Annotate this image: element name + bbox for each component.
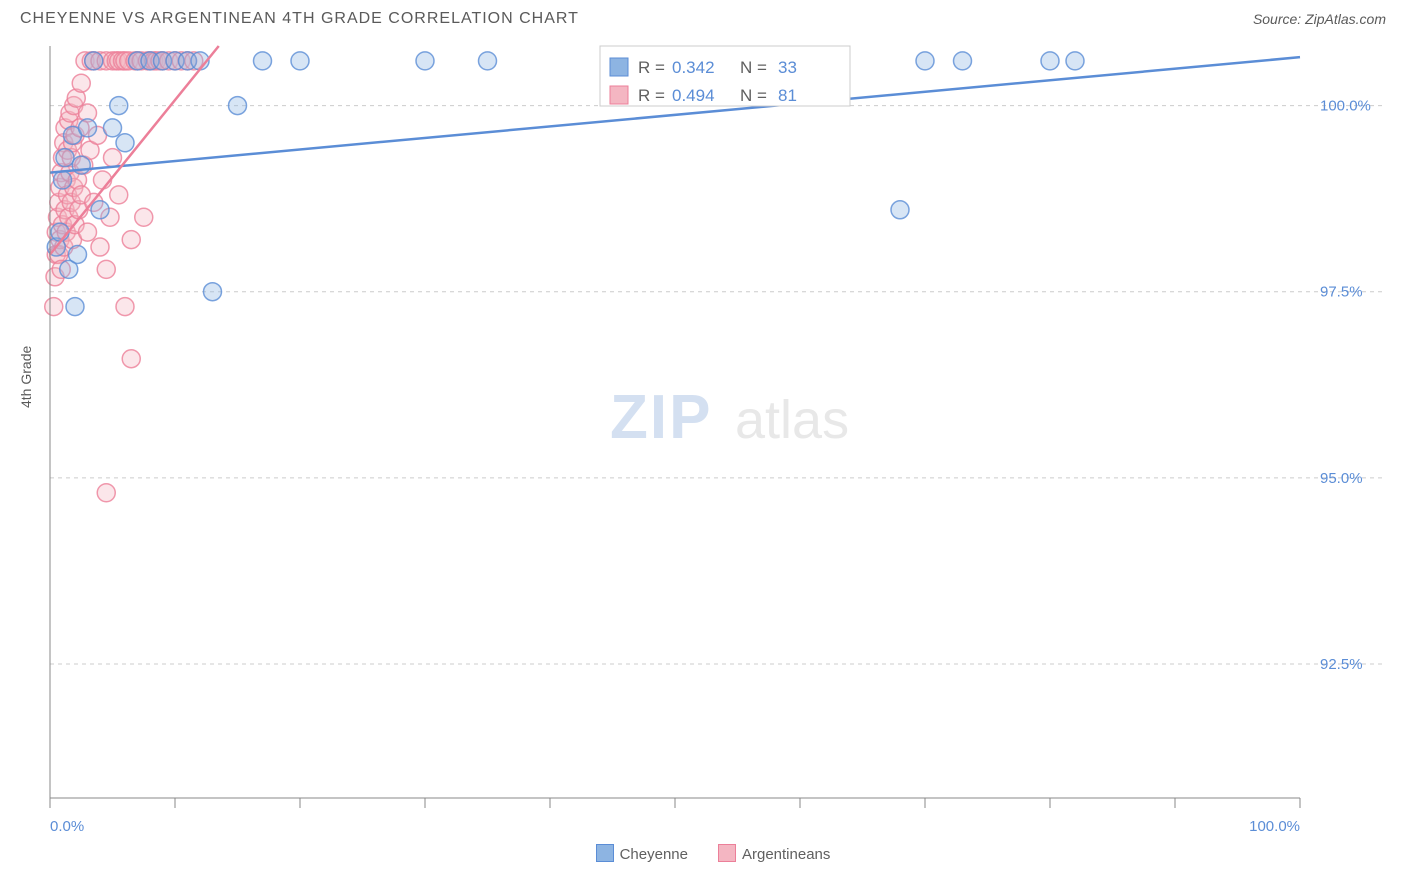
data-point [204, 283, 222, 301]
data-point [91, 201, 109, 219]
data-point [116, 134, 134, 152]
data-point [229, 97, 247, 115]
stats-swatch [610, 86, 628, 104]
data-point [479, 52, 497, 70]
y-tick-label: 95.0% [1320, 470, 1363, 487]
data-point [104, 119, 122, 137]
data-point [110, 97, 128, 115]
legend-swatch [596, 844, 614, 862]
data-point [66, 298, 84, 316]
stats-r-value: 0.342 [672, 58, 715, 77]
data-point [79, 223, 97, 241]
data-point [291, 52, 309, 70]
legend-item: Cheyenne [596, 844, 688, 863]
data-point [1066, 52, 1084, 70]
legend-item: Argentineans [718, 844, 830, 863]
data-point [69, 245, 87, 263]
data-point [91, 238, 109, 256]
watermark-zip: ZIP [610, 383, 712, 452]
header: CHEYENNE VS ARGENTINEAN 4TH GRADE CORREL… [0, 0, 1406, 38]
data-point [954, 52, 972, 70]
data-point [72, 74, 90, 92]
data-point [45, 298, 63, 316]
stats-n-value: 33 [778, 58, 797, 77]
chart-title: CHEYENNE VS ARGENTINEAN 4TH GRADE CORREL… [20, 10, 579, 28]
data-point [110, 186, 128, 204]
data-point [891, 201, 909, 219]
source-attribution: Source: ZipAtlas.com [1253, 11, 1386, 27]
watermark-atlas: atlas [735, 390, 849, 450]
stats-n-label: N = [740, 58, 767, 77]
chart-container: 4th Grade 92.5%95.0%97.5%100.0%ZIPatlasR… [40, 38, 1386, 863]
stats-swatch [610, 58, 628, 76]
data-point [104, 149, 122, 167]
data-point [54, 171, 72, 189]
data-point [916, 52, 934, 70]
data-point [1041, 52, 1059, 70]
stats-n-value: 81 [778, 86, 797, 105]
data-point [97, 484, 115, 502]
data-point [56, 149, 74, 167]
stats-r-label: R = [638, 58, 665, 77]
legend-label: Cheyenne [620, 846, 688, 863]
x-axis-max-label: 100.0% [1249, 818, 1300, 835]
data-point [122, 231, 140, 249]
y-tick-label: 97.5% [1320, 284, 1363, 301]
x-axis-end-labels: 0.0% 100.0% [50, 818, 1300, 842]
legend-label: Argentineans [742, 846, 830, 863]
data-point [416, 52, 434, 70]
stats-r-value: 0.494 [672, 86, 715, 105]
data-point [97, 260, 115, 278]
data-point [116, 298, 134, 316]
stats-r-label: R = [638, 86, 665, 105]
data-point [85, 52, 103, 70]
y-axis-label: 4th Grade [18, 346, 34, 408]
data-point [135, 208, 153, 226]
bottom-legend: Cheyenne Argentineans [40, 842, 1386, 863]
y-tick-label: 100.0% [1320, 98, 1371, 115]
correlation-scatter-chart: 92.5% 95.0% 97.5% 100.0% ZIP atlas R = 0.342 N =… [40, 38, 1386, 818]
stats-n-label: N = [740, 86, 767, 105]
y-tick-label: 92.5% [1320, 656, 1363, 673]
x-axis-min-label: 0.0% [50, 818, 84, 835]
data-point [51, 223, 69, 241]
data-point [254, 52, 272, 70]
legend-swatch [718, 844, 736, 862]
data-point [122, 350, 140, 368]
data-point [79, 119, 97, 137]
